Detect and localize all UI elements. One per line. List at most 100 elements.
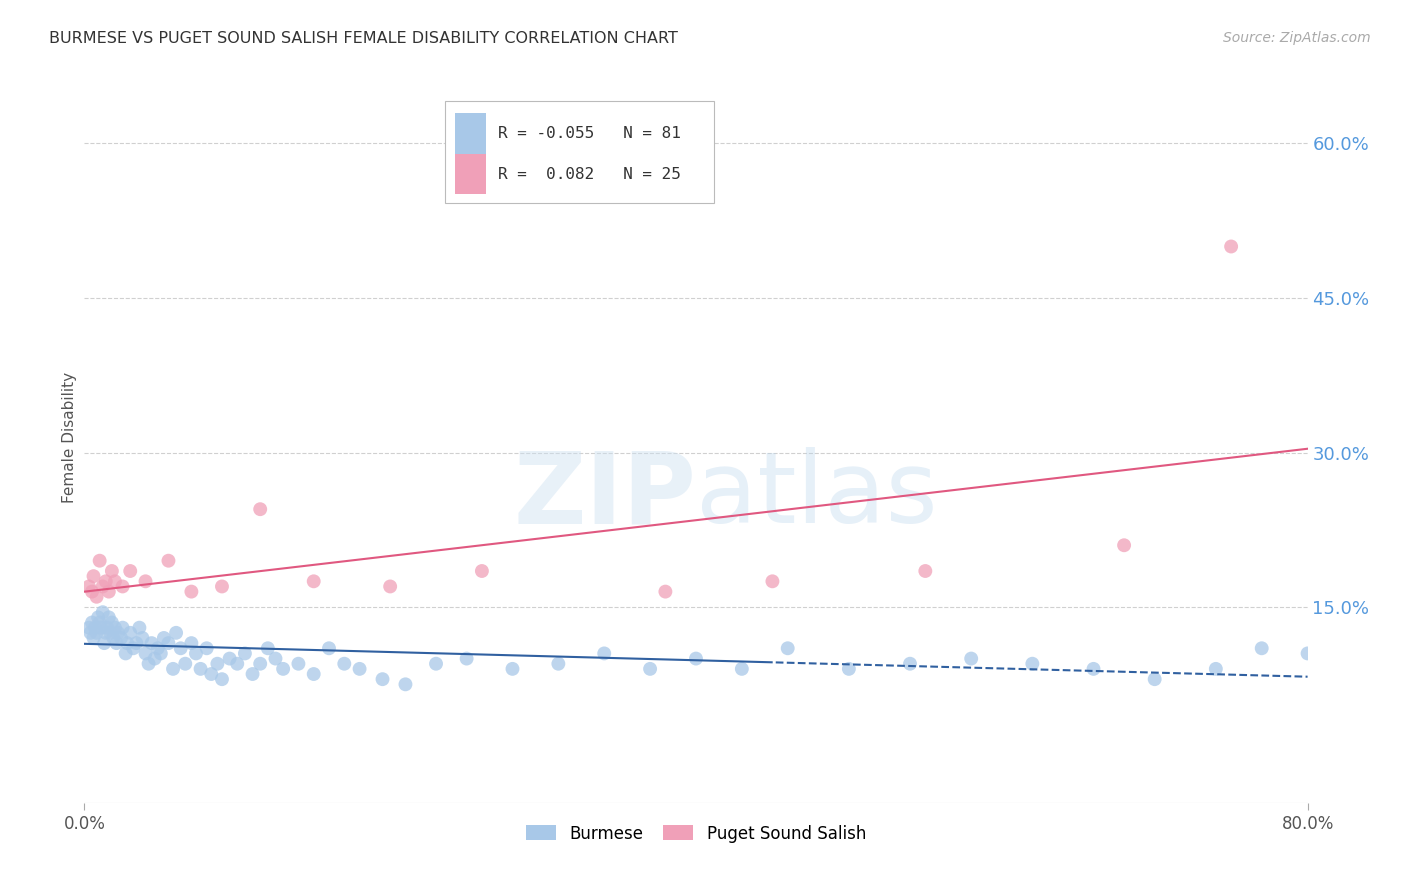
Point bbox=[195, 641, 218, 656]
Point bbox=[91, 579, 114, 593]
Point bbox=[271, 662, 294, 676]
Point bbox=[1021, 657, 1043, 671]
Point bbox=[135, 574, 157, 589]
Point bbox=[960, 651, 983, 665]
Point bbox=[593, 647, 616, 661]
Point bbox=[80, 615, 103, 630]
Point bbox=[1114, 538, 1136, 552]
Point bbox=[153, 631, 176, 645]
Point bbox=[425, 657, 447, 671]
Point bbox=[502, 662, 524, 676]
Point bbox=[104, 621, 127, 635]
Point bbox=[128, 621, 150, 635]
FancyBboxPatch shape bbox=[446, 101, 714, 203]
Point bbox=[349, 662, 371, 676]
Point bbox=[101, 615, 124, 630]
Point bbox=[914, 564, 936, 578]
Point bbox=[84, 621, 107, 635]
Point bbox=[207, 657, 229, 671]
Point bbox=[101, 564, 124, 578]
Text: R =  0.082   N = 25: R = 0.082 N = 25 bbox=[498, 167, 681, 182]
Point bbox=[135, 647, 157, 661]
Point bbox=[1220, 239, 1243, 253]
Point bbox=[138, 657, 160, 671]
Point bbox=[79, 625, 101, 640]
Text: ZIP: ZIP bbox=[513, 447, 696, 544]
Point bbox=[394, 677, 416, 691]
Point bbox=[184, 647, 207, 661]
Point bbox=[110, 631, 132, 645]
Point bbox=[200, 667, 222, 681]
Point bbox=[287, 657, 309, 671]
Point bbox=[115, 636, 138, 650]
Point bbox=[170, 641, 193, 656]
Point bbox=[146, 641, 169, 656]
Point bbox=[180, 584, 202, 599]
Point bbox=[86, 590, 108, 604]
Legend: Burmese, Puget Sound Salish: Burmese, Puget Sound Salish bbox=[519, 818, 873, 849]
Point bbox=[83, 569, 105, 583]
Point bbox=[90, 621, 112, 635]
Point bbox=[731, 662, 754, 676]
Point bbox=[89, 554, 111, 568]
Point bbox=[776, 641, 799, 656]
Point bbox=[211, 672, 233, 686]
Point bbox=[114, 647, 136, 661]
Point bbox=[120, 625, 142, 640]
Point bbox=[242, 667, 264, 681]
Point bbox=[456, 651, 478, 665]
Point bbox=[165, 625, 187, 640]
Point bbox=[318, 641, 340, 656]
Point bbox=[107, 625, 129, 640]
Point bbox=[380, 579, 402, 593]
Point bbox=[104, 574, 127, 589]
Point bbox=[131, 631, 153, 645]
Point bbox=[149, 647, 172, 661]
Point bbox=[105, 636, 128, 650]
Point bbox=[218, 651, 240, 665]
Point bbox=[1296, 647, 1319, 661]
Y-axis label: Female Disability: Female Disability bbox=[62, 371, 77, 503]
Point bbox=[98, 625, 121, 640]
Point bbox=[141, 636, 163, 650]
Point bbox=[125, 636, 148, 650]
Point bbox=[302, 574, 325, 589]
Point bbox=[264, 651, 287, 665]
Point bbox=[103, 631, 125, 645]
Text: R = -0.055   N = 81: R = -0.055 N = 81 bbox=[498, 126, 681, 141]
Point bbox=[111, 621, 134, 635]
Point bbox=[333, 657, 356, 671]
Point bbox=[174, 657, 197, 671]
Point bbox=[94, 625, 117, 640]
Point bbox=[249, 657, 271, 671]
Point bbox=[249, 502, 271, 516]
Point bbox=[93, 636, 115, 650]
Point bbox=[80, 584, 103, 599]
Point bbox=[97, 584, 120, 599]
FancyBboxPatch shape bbox=[456, 154, 485, 194]
Point bbox=[77, 579, 100, 593]
Point bbox=[87, 610, 110, 624]
Point bbox=[302, 667, 325, 681]
Point bbox=[190, 662, 212, 676]
Point bbox=[638, 662, 661, 676]
Point bbox=[157, 636, 180, 650]
Point bbox=[233, 647, 256, 661]
Point bbox=[97, 610, 120, 624]
Point bbox=[83, 631, 105, 645]
Point bbox=[1083, 662, 1105, 676]
Point bbox=[94, 574, 117, 589]
Point bbox=[120, 564, 142, 578]
Point bbox=[86, 625, 108, 640]
Point bbox=[89, 615, 111, 630]
Point bbox=[257, 641, 280, 656]
Point bbox=[1205, 662, 1227, 676]
Point bbox=[96, 621, 118, 635]
Point bbox=[1143, 672, 1166, 686]
Point bbox=[1250, 641, 1272, 656]
Point bbox=[371, 672, 394, 686]
Point bbox=[157, 554, 180, 568]
Point bbox=[77, 621, 100, 635]
Point bbox=[91, 605, 114, 619]
Point bbox=[180, 636, 202, 650]
